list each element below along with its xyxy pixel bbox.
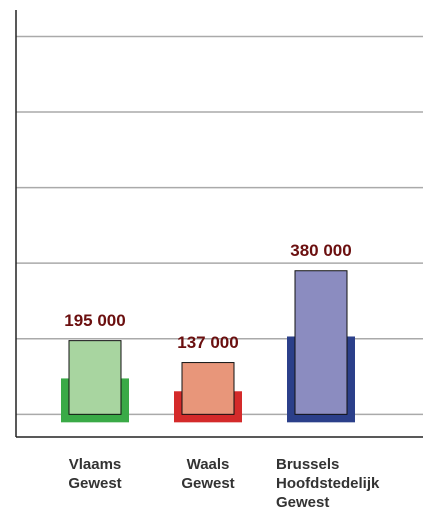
x-tick-label: Waals Gewest [181, 456, 235, 492]
x-tick-label: Vlaams Gewest [68, 456, 122, 492]
x-tick-label: Brussels Hoofdstedelijk Gewest [276, 456, 380, 511]
bar [181, 362, 235, 415]
bar [294, 270, 348, 415]
value-label: 380 000 [290, 241, 351, 260]
value-label: 137 000 [177, 333, 238, 352]
bar [68, 340, 122, 415]
value-label: 195 000 [64, 311, 125, 330]
